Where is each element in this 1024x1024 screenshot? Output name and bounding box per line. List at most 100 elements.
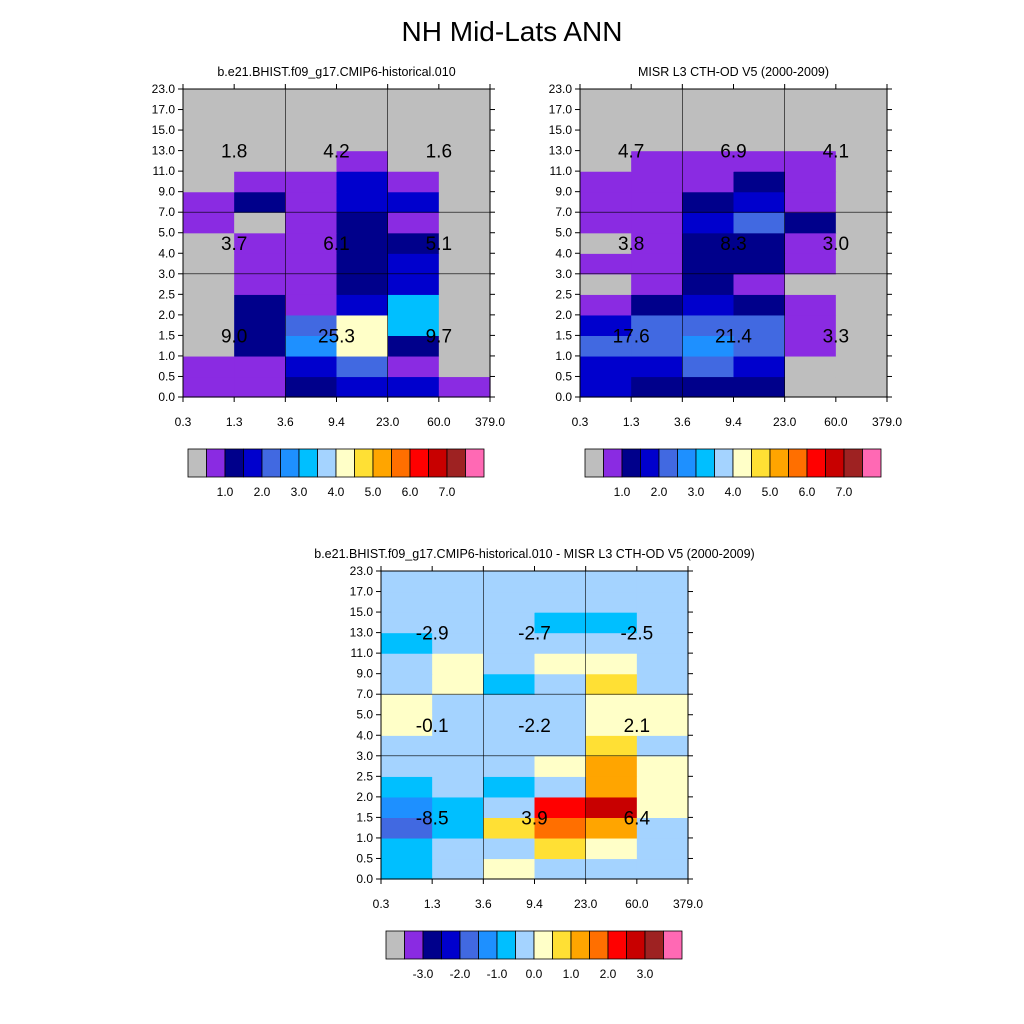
heatmap-cell bbox=[636, 796, 689, 818]
y-tick-label: 2.0 bbox=[158, 308, 175, 322]
heatmap-cell bbox=[336, 191, 389, 213]
heatmap-cell bbox=[733, 355, 786, 378]
heatmap-cell bbox=[534, 714, 587, 736]
heatmap-cell bbox=[784, 335, 837, 357]
colorbar-swatch bbox=[441, 930, 461, 960]
heatmap-cell bbox=[784, 232, 837, 254]
region-value-label: 4.2 bbox=[323, 142, 349, 163]
heatmap-cell bbox=[336, 150, 389, 172]
region-value-label: 6.9 bbox=[720, 142, 746, 163]
heatmap-cell bbox=[183, 335, 235, 357]
heatmap-cell bbox=[682, 109, 735, 131]
x-tick-label: 3.6 bbox=[674, 415, 691, 429]
heatmap-cells bbox=[381, 571, 689, 880]
heatmap-cell bbox=[636, 653, 689, 675]
colorbar-swatch bbox=[243, 448, 263, 478]
colorbar-swatch bbox=[317, 448, 337, 478]
heatmap-cell bbox=[784, 171, 837, 193]
heatmap-cell bbox=[387, 273, 440, 295]
region-value-label: 9.0 bbox=[221, 326, 247, 347]
colorbar-label: 3.0 bbox=[291, 485, 308, 499]
heatmap-cell bbox=[585, 612, 638, 634]
colorbar-swatch bbox=[206, 448, 226, 478]
x-tick-label: 23.0 bbox=[574, 897, 598, 911]
heatmap-cell bbox=[483, 776, 536, 798]
heatmap-cell bbox=[585, 591, 638, 613]
y-axis: 0.0 0.5 1.0 1.5 2.0 2.5 3.0 4.0 5.0 7.0 9.0 11.0 13.… bbox=[350, 564, 693, 886]
x-tick-label: 60.0 bbox=[824, 415, 848, 429]
x-tick-label: 379.0 bbox=[673, 897, 703, 911]
heatmap-cell bbox=[387, 191, 440, 213]
heatmap-cell bbox=[387, 150, 440, 172]
y-tick-label: 17.0 bbox=[350, 585, 374, 599]
y-tick-label: 4.0 bbox=[356, 728, 373, 742]
colorbar-swatch bbox=[644, 930, 664, 960]
colorbar-swatch bbox=[404, 930, 424, 960]
colorbar-label: 1.0 bbox=[614, 485, 631, 499]
colorbar-swatch bbox=[640, 448, 660, 478]
region-value-label: 3.3 bbox=[823, 326, 849, 347]
heatmap-cell bbox=[631, 273, 683, 295]
panel-3: b.e21.BHIST.f09_g17.CMIP6-historical.010… bbox=[314, 547, 754, 981]
heatmap-cell bbox=[234, 232, 286, 254]
heatmap-cell bbox=[183, 171, 235, 193]
heatmap-cell bbox=[381, 858, 433, 880]
colorbar-swatch bbox=[788, 448, 808, 478]
colorbar-swatch bbox=[552, 930, 572, 960]
heatmap-cell bbox=[381, 755, 433, 777]
colorbar-label: -1.0 bbox=[487, 967, 508, 981]
heatmap-cell bbox=[432, 653, 484, 675]
x-tick-label: 3.6 bbox=[475, 897, 492, 911]
colorbar-swatch bbox=[714, 448, 734, 478]
heatmap-cell bbox=[835, 150, 888, 172]
heatmap-cell bbox=[733, 171, 786, 193]
heatmap-cell bbox=[585, 858, 638, 880]
heatmap-cell bbox=[580, 232, 632, 254]
region-value-label: -2.5 bbox=[620, 624, 653, 645]
x-tick-label: 9.4 bbox=[725, 415, 742, 429]
region-value-label: -2.9 bbox=[416, 624, 449, 645]
heatmap-cell bbox=[483, 735, 536, 757]
x-tick-label: 9.4 bbox=[328, 415, 345, 429]
x-tick-label: 3.6 bbox=[277, 415, 294, 429]
heatmap-cell bbox=[234, 335, 286, 357]
y-tick-label: 7.0 bbox=[555, 205, 572, 219]
heatmap-cell bbox=[387, 314, 440, 336]
region-value-label: 4.7 bbox=[618, 142, 644, 163]
heatmap-cell bbox=[381, 714, 433, 736]
y-tick-label: 2.0 bbox=[356, 790, 373, 804]
heatmap-cell bbox=[636, 571, 689, 593]
heatmap-cell bbox=[682, 130, 735, 152]
colorbar-swatch bbox=[422, 930, 442, 960]
heatmap-cell bbox=[432, 858, 484, 880]
heatmap-cell bbox=[631, 212, 683, 234]
heatmap-cell bbox=[432, 735, 484, 757]
y-axis: 0.0 0.5 1.0 1.5 2.0 2.5 3.0 4.0 5.0 7.0 9.0 11.0 13.… bbox=[152, 82, 495, 404]
y-tick-label: 1.5 bbox=[158, 328, 175, 342]
heatmap-cell bbox=[336, 171, 389, 193]
heatmap-cell bbox=[336, 212, 389, 234]
heatmap-cell bbox=[387, 376, 440, 398]
heatmap-cell bbox=[784, 376, 837, 398]
region-value-label: 21.4 bbox=[715, 326, 752, 347]
colorbar-swatch bbox=[626, 930, 646, 960]
heatmap-cell bbox=[285, 232, 338, 254]
heatmap-cell bbox=[585, 714, 638, 736]
y-tick-label: 4.0 bbox=[158, 246, 175, 260]
colorbar-swatch bbox=[280, 448, 300, 478]
heatmap-cell bbox=[438, 355, 491, 378]
colorbar-swatch bbox=[603, 448, 623, 478]
heatmap-cell bbox=[234, 109, 286, 131]
region-value-label: 8.3 bbox=[720, 234, 746, 255]
heatmap-cell bbox=[438, 294, 491, 316]
heatmap-cell bbox=[534, 694, 587, 716]
heatmap-cell bbox=[733, 273, 786, 295]
y-tick-label: 1.5 bbox=[555, 328, 572, 342]
y-tick-label: 5.0 bbox=[158, 226, 175, 240]
region-value-label: 4.1 bbox=[823, 142, 849, 163]
heatmap-cell bbox=[234, 212, 286, 234]
heatmap-cell bbox=[336, 355, 389, 378]
heatmap-cell bbox=[438, 232, 491, 254]
region-value-label: 6.4 bbox=[624, 808, 651, 829]
heatmap-cell bbox=[483, 653, 536, 675]
